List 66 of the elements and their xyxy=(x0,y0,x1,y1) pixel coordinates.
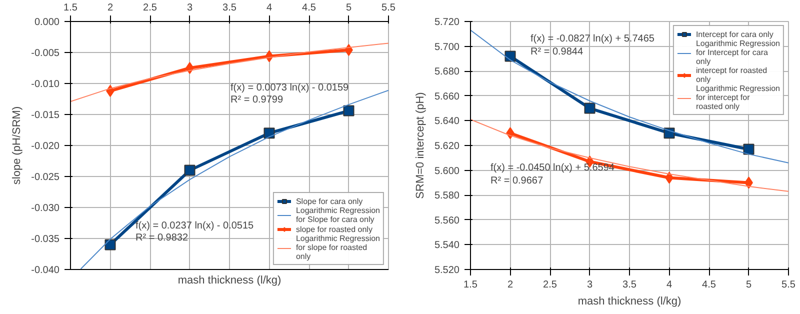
y-tick-label: 5.680 xyxy=(434,66,460,78)
annotation: R² = 0.9832 xyxy=(136,232,188,244)
y-tick-label: 5.640 xyxy=(434,116,460,128)
legend-label: slope for roasted only xyxy=(296,224,372,234)
point xyxy=(743,144,754,155)
y-tick-label: -0.010 xyxy=(31,79,60,90)
x-tick-label: 4 xyxy=(266,2,272,14)
y-tick-label: 5.580 xyxy=(434,190,460,202)
y-tick-label: 5.600 xyxy=(434,166,460,177)
point xyxy=(184,164,196,176)
y-tick-label: -0.030 xyxy=(31,203,60,214)
x-tick-label: 4.5 xyxy=(702,280,716,290)
x-tick-label: 1.5 xyxy=(64,2,78,14)
y-tick-label: -0.005 xyxy=(31,48,60,59)
x-tick-label: 2.5 xyxy=(543,280,558,290)
legend-label: Logarithmic Regression for intercept for roasted only xyxy=(696,84,780,111)
y-tick-label: 5.620 xyxy=(434,141,460,152)
y-tick-label: -0.040 xyxy=(31,265,60,276)
annotation: f(x) = 0.0073 ln(x) - 0.0159 xyxy=(230,82,350,94)
x-tick-label: 3 xyxy=(586,280,593,290)
y-tick-label: 0.000 xyxy=(34,17,60,28)
x-tick-label: 3.5 xyxy=(222,2,237,14)
y-axis-title: SRM=0 intercept (pH) xyxy=(414,92,426,199)
annotation: R² = 0.9844 xyxy=(530,46,584,58)
y-tick-label: 5.560 xyxy=(434,215,460,226)
line-series xyxy=(70,42,388,102)
annotation: f(x) = 0.0237 ln(x) - 0.0515 xyxy=(136,220,254,232)
y-tick-label: 5.700 xyxy=(434,42,460,53)
point xyxy=(584,102,596,114)
x-tick-label: 3 xyxy=(186,2,193,14)
x-tick-label: 4 xyxy=(666,280,672,290)
y-tick-label: 5.720 xyxy=(434,17,460,28)
x-tick-label: 2 xyxy=(507,280,514,290)
line-series xyxy=(470,30,788,164)
y-tick-label: -0.015 xyxy=(31,110,60,121)
point xyxy=(343,105,354,116)
x-axis-title: mash thickness (l/kg) xyxy=(578,296,682,308)
x-tick-label: 1.5 xyxy=(464,280,478,290)
legend-label: Logarithmic Regression for slope for roasted only xyxy=(296,234,380,261)
y-tick-label: 5.520 xyxy=(434,265,460,276)
x-axis-title: mash thickness (l/kg) xyxy=(178,274,282,286)
point xyxy=(264,128,275,139)
x-tick-label: 5.5 xyxy=(382,2,396,14)
x-tick-label: 5 xyxy=(346,2,352,14)
point xyxy=(504,50,516,62)
annotation: f(x) = -0.0827 ln(x) + 5.7465 xyxy=(530,34,655,44)
y-tick-label: 5.540 xyxy=(434,240,460,252)
annotation: R² = 0.9667 xyxy=(490,176,544,186)
y-tick-label: -0.035 xyxy=(31,234,60,245)
line-series xyxy=(470,118,788,192)
x-tick-label: 5 xyxy=(746,280,752,290)
y-tick-label: 5.660 xyxy=(434,91,460,102)
x-tick-label: 4.5 xyxy=(302,2,316,14)
annotation: f(x) = -0.0450 ln(x) + 5.6594 xyxy=(490,162,615,174)
point xyxy=(104,239,116,250)
x-tick-label: 2.5 xyxy=(143,2,158,14)
x-tick-label: 2 xyxy=(107,2,114,14)
x-tick-label: 5.5 xyxy=(782,280,796,290)
y-tick-label: -0.020 xyxy=(31,141,60,152)
annotation: R² = 0.9799 xyxy=(230,94,284,106)
y-axis-title: slope (pH/SRM) xyxy=(11,106,24,185)
legend-label: Intercept for cara only xyxy=(696,29,774,39)
legend-label: intercept for roasted only xyxy=(696,66,768,84)
x-tick-label: 3.5 xyxy=(622,280,637,290)
y-tick-label: -0.025 xyxy=(31,172,60,183)
legend-label: Slope for cara only xyxy=(296,196,363,206)
